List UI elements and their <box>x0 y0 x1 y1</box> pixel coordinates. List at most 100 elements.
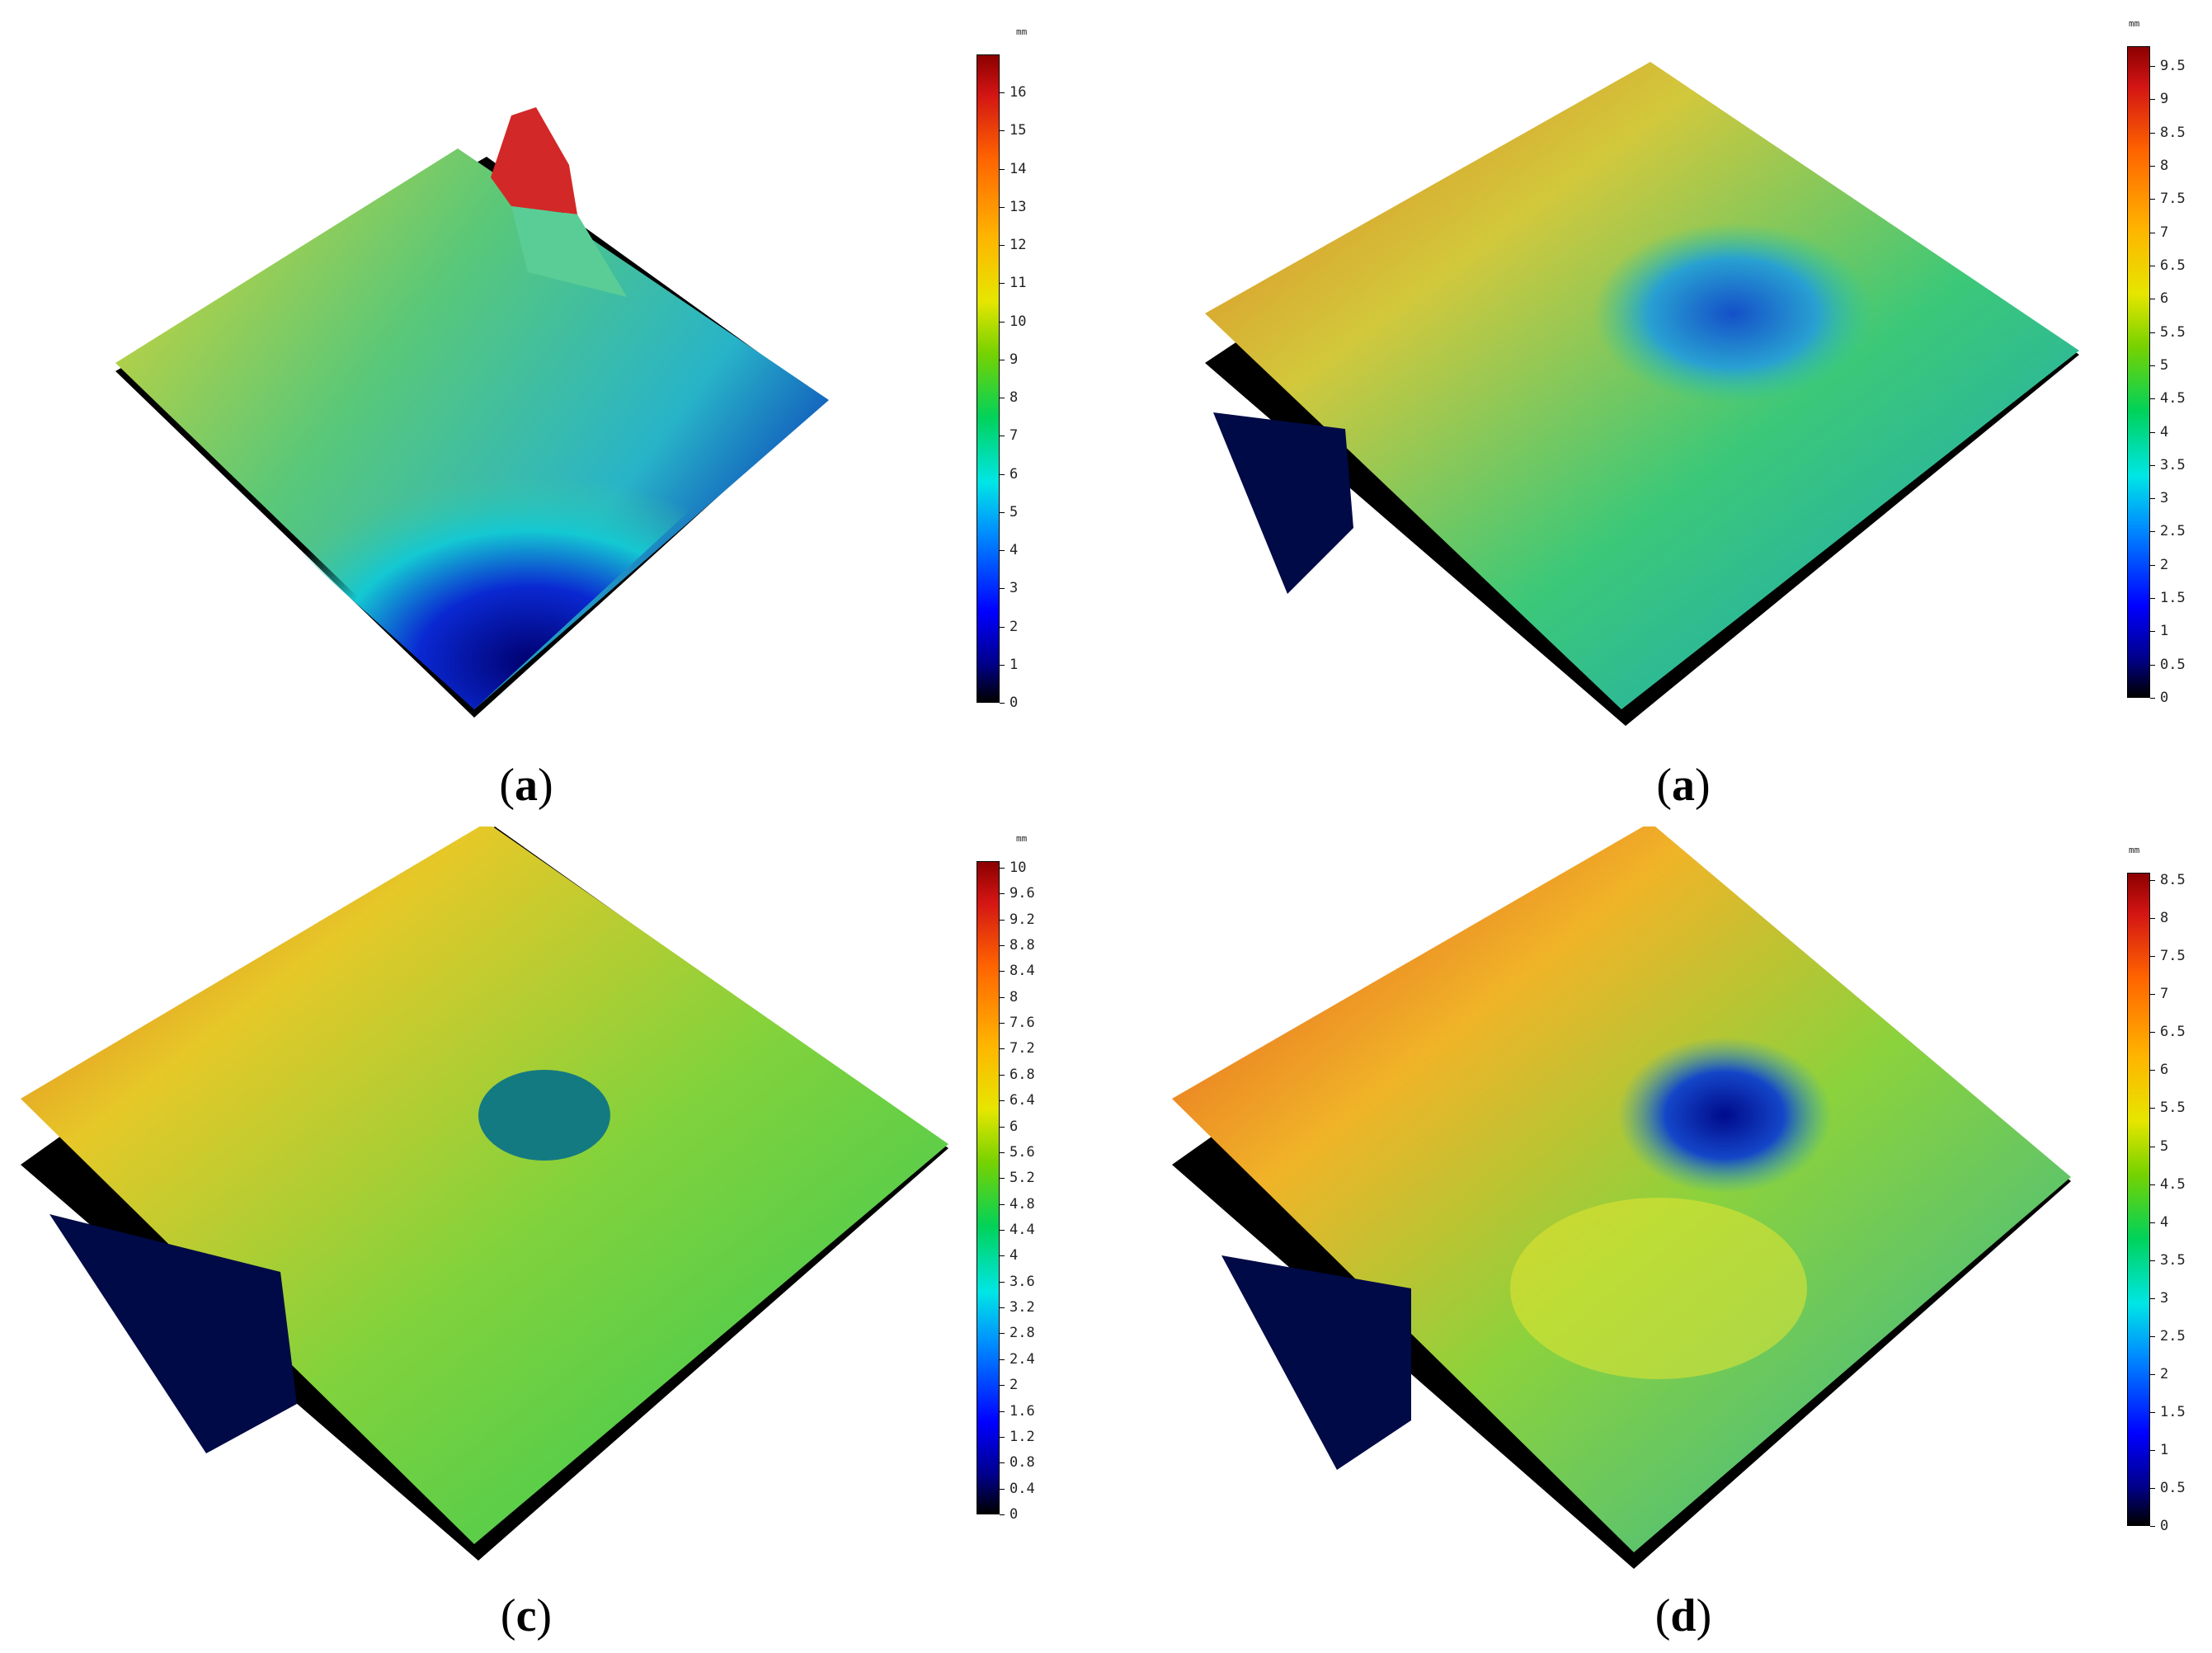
surface-top <box>1205 62 2079 709</box>
colorbar-tick-label: 7 <box>2160 224 2169 241</box>
colorbar-tick-label: 3.6 <box>1010 1273 1035 1290</box>
colorbar-tick-label: 8.5 <box>2160 124 2186 141</box>
colorbar-tick-label: 0 <box>2160 690 2169 706</box>
colorbar-tick-label: 2 <box>2160 1365 2169 1382</box>
colorbar-tick-label: 7.5 <box>2160 191 2186 208</box>
colorbar-tick <box>1000 1307 1005 1309</box>
colorbar-tick-label: 12 <box>1010 237 1027 254</box>
colorbar-tick <box>1000 245 1005 247</box>
surface-peak <box>491 107 577 214</box>
colorbar-tick-label: 1 <box>2160 623 2169 640</box>
colorbar-tick-label: 5 <box>2160 356 2169 374</box>
surface-dark-corner <box>1221 1255 1411 1470</box>
colorbar-tick <box>1000 1436 1005 1438</box>
colorbar-tick <box>1000 1281 1005 1283</box>
colorbar-tick-label: 0 <box>1010 1506 1019 1523</box>
colorbar-tick-label: 4 <box>1010 1247 1019 1264</box>
surface-plot <box>1172 826 2071 1569</box>
colorbar-tick <box>2150 431 2155 433</box>
colorbar-tick <box>2150 598 2155 600</box>
colorbar-unit: mm <box>1016 833 1028 844</box>
colorbar-tick-label: 6 <box>2160 1062 2169 1079</box>
colorbar-tick <box>1000 1023 1005 1024</box>
colorbar-tick <box>1000 321 1005 323</box>
colorbar-tick <box>2150 332 2155 333</box>
colorbar-tick-label: 2.4 <box>1010 1350 1035 1368</box>
colorbar-tick-label: 8 <box>2160 910 2169 927</box>
surface-dark-corner <box>1213 412 1353 594</box>
colorbar: mm 0 0.4 0.8 1.2 1.6 2 2.4 2.8 3.2 3.6 4 4.4 4.8 5.2 5… <box>977 833 1092 1523</box>
colorbar-tick-label: 7.6 <box>1010 1015 1035 1032</box>
colorbar-tick-label: 2.5 <box>2160 523 2186 540</box>
colorbar-tick-label: 1.5 <box>2160 590 2186 607</box>
colorbar-tick <box>1000 168 1005 170</box>
colorbar-tick-label: 8.4 <box>1010 963 1035 980</box>
surface-plot <box>1205 62 2079 726</box>
surface-depression <box>1593 223 1873 404</box>
panel-caption: (a) <box>499 760 553 811</box>
colorbar-tick <box>2150 664 2155 666</box>
colorbar-tick-label: 9 <box>1010 351 1019 368</box>
colorbar-tick-label: 4 <box>2160 1213 2169 1231</box>
surface-plot <box>21 826 948 1561</box>
colorbar-tick-label: 8.8 <box>1010 936 1035 954</box>
colorbar-unit: mm <box>2129 845 2140 855</box>
colorbar-tick-label: 2 <box>1010 1377 1019 1394</box>
colorbar-tick-label: 11 <box>1010 275 1027 292</box>
panel-caption: (d) <box>1654 1590 1712 1641</box>
colorbar-tick <box>1000 1178 1005 1180</box>
colorbar-tick-label: 5 <box>1010 503 1019 520</box>
colorbar-tick-label: 3.5 <box>2160 1251 2186 1269</box>
colorbar-tick <box>1000 588 1005 590</box>
colorbar-tick-label: 13 <box>1010 198 1027 215</box>
colorbar-tick <box>1000 1100 1005 1102</box>
colorbar-tick <box>1000 206 1005 208</box>
colorbar-tick-label: 14 <box>1010 160 1027 177</box>
colorbar-tick <box>2150 66 2155 68</box>
colorbar-gradient <box>977 861 1000 1514</box>
caption-letter: a <box>1672 760 1695 811</box>
colorbar-tick <box>1000 971 1005 972</box>
colorbar-tick <box>2150 1070 2155 1071</box>
colorbar-tick <box>2150 918 2155 920</box>
colorbar-tick <box>1000 703 1005 704</box>
colorbar-tick-label: 7.5 <box>2160 948 2186 965</box>
colorbar-tick-label: 0 <box>2160 1518 2169 1534</box>
colorbar-tick-label: 8 <box>1010 389 1019 407</box>
colorbar-tick-label: 6.8 <box>1010 1066 1035 1083</box>
colorbar: mm 0 0.5 1 1.5 2 2.5 3 3.5 4 4.5 5 5.5 6 6.5 7 7.5 8 8.5 <box>2127 845 2210 1534</box>
colorbar-tick <box>1000 1514 1005 1515</box>
surface-top <box>115 148 829 709</box>
colorbar-tick-label: 7 <box>2160 986 2169 1003</box>
colorbar-tick-label: 0.5 <box>2160 656 2186 673</box>
panel-bottom-right: mm 0 0.5 1 1.5 2 2.5 3 3.5 4 4.5 5 5.5 6 6.5 7 7.5 8 8.5 … <box>1106 826 2212 1653</box>
colorbar-tick-label: 3 <box>2160 1289 2169 1307</box>
caption-letter: a <box>515 760 538 811</box>
colorbar-tick-label: 0 <box>1010 695 1019 711</box>
colorbar-tick <box>2150 99 2155 101</box>
colorbar-tick <box>1000 867 1005 869</box>
colorbar-tick <box>2150 1297 2155 1299</box>
colorbar-tick-label: 4 <box>1010 542 1019 559</box>
colorbar-tick <box>1000 1229 1005 1231</box>
colorbar-unit: mm <box>1016 26 1028 37</box>
colorbar-tick <box>1000 283 1005 285</box>
colorbar-tick <box>1000 1333 1005 1335</box>
panel-bottom-left: mm 0 0.4 0.8 1.2 1.6 2 2.4 2.8 3.2 3.6 4 4.4 4.8 5.2 5… <box>0 826 1106 1653</box>
colorbar-tick-label: 7 <box>1010 427 1019 445</box>
colorbar-tick-label: 1 <box>2160 1441 2169 1458</box>
colorbar-tick <box>1000 1074 1005 1076</box>
colorbar-tick-label: 5.5 <box>2160 1100 2186 1117</box>
colorbar-tick-label: 8.5 <box>2160 872 2186 889</box>
colorbar-gradient <box>2127 46 2150 698</box>
colorbar-tick <box>1000 893 1005 895</box>
colorbar-tick <box>2150 498 2155 500</box>
colorbar-tick <box>2150 132 2155 134</box>
surface-depression <box>478 1070 610 1161</box>
colorbar-tick <box>2150 1526 2155 1527</box>
colorbar-tick <box>1000 996 1005 998</box>
surface-depression <box>1617 1037 1832 1194</box>
colorbar-tick-label: 3.5 <box>2160 456 2186 473</box>
colorbar-tick-label: 6.4 <box>1010 1092 1035 1109</box>
colorbar-tick <box>1000 550 1005 552</box>
